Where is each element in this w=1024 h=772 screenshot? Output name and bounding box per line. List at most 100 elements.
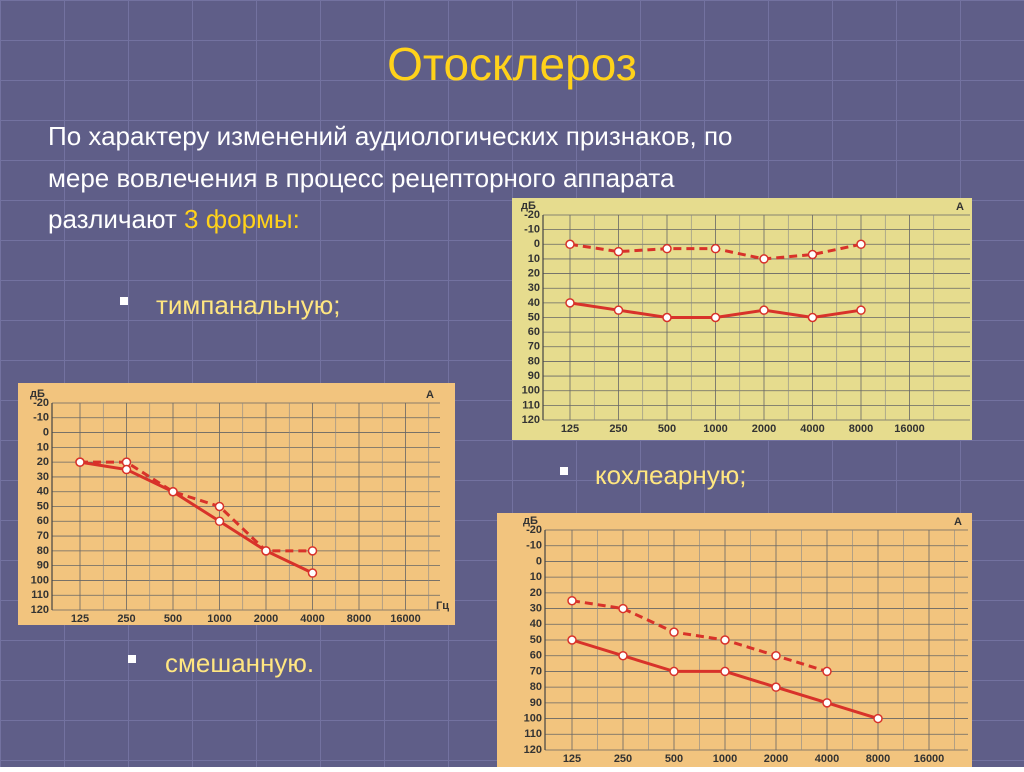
y-axis-label: дБ (523, 515, 538, 527)
data-point (759, 305, 769, 315)
x-tick-label: 500 (665, 753, 683, 765)
series-line (79, 460, 314, 575)
y-tick-label: -20 (524, 209, 540, 221)
y-tick-label: 0 (43, 426, 49, 438)
x-tick-label: 250 (614, 753, 632, 765)
y-tick-label: 80 (528, 355, 540, 367)
y-tick-label: 70 (528, 341, 540, 353)
x-tick-label: 4000 (815, 753, 839, 765)
y-tick-label: 100 (524, 712, 542, 724)
x-tick-label: 8000 (866, 753, 890, 765)
y-tick-label: -10 (33, 412, 49, 424)
data-point (822, 666, 832, 677)
data-point (669, 666, 679, 677)
x-tick-label: 2000 (752, 423, 776, 435)
y-tick-label: 70 (37, 530, 49, 542)
data-point (613, 305, 624, 315)
y-tick-label: 60 (530, 650, 542, 662)
x-tick-label: 16000 (894, 423, 925, 435)
data-point (618, 650, 628, 661)
data-point (565, 298, 575, 308)
data-point (307, 546, 318, 556)
data-point (618, 603, 628, 614)
data-point (75, 457, 85, 467)
y-tick-label: 60 (528, 326, 540, 338)
text-line: различают 3 формы: (48, 204, 300, 234)
y-tick-label: -20 (33, 397, 49, 409)
data-point (121, 464, 132, 475)
y-tick-label: 0 (534, 238, 540, 250)
data-point (710, 243, 721, 254)
x-axis-label: Гц (436, 600, 449, 612)
bullet-mark (128, 655, 136, 663)
data-point (214, 501, 225, 512)
x-tick-label: 4000 (800, 423, 824, 435)
y-tick-label: 30 (530, 602, 542, 614)
x-tick-label: 16000 (914, 753, 945, 765)
y-tick-label: 110 (31, 589, 49, 601)
corner-label: А (954, 516, 962, 528)
data-point (720, 666, 730, 677)
y-tick-label: 40 (528, 297, 540, 309)
data-point (771, 650, 781, 661)
x-tick-label: 8000 (347, 613, 371, 625)
y-tick-label: 10 (37, 441, 49, 453)
data-point (567, 635, 577, 645)
x-tick-label: 125 (71, 613, 89, 625)
slide-title: Отосклероз (387, 38, 637, 90)
y-tick-label: 0 (536, 555, 542, 567)
x-tick-label: 500 (658, 423, 676, 435)
y-tick-label: 80 (530, 681, 542, 693)
highlight: 3 формы: (184, 204, 300, 234)
data-point (720, 635, 730, 645)
y-tick-label: 50 (37, 500, 49, 512)
x-tick-label: 250 (117, 613, 135, 625)
y-tick-label: -10 (524, 224, 540, 236)
y-tick-label: -20 (526, 524, 542, 536)
data-point (261, 546, 271, 556)
y-tick-label: 60 (37, 515, 49, 527)
text-line: различают (48, 204, 177, 234)
y-tick-label: 120 (31, 604, 49, 616)
y-tick-label: 50 (528, 311, 540, 323)
data-point (613, 246, 624, 257)
chart-background (18, 383, 455, 625)
y-tick-label: 30 (37, 471, 49, 483)
x-tick-label: 250 (609, 423, 627, 435)
data-point (807, 312, 818, 323)
series-line (80, 460, 313, 553)
x-tick-label: 125 (563, 753, 581, 765)
data-point (807, 249, 818, 260)
data-point (214, 516, 225, 527)
y-axis-label: дБ (521, 200, 536, 212)
x-tick-label: 125 (561, 423, 579, 435)
data-point (662, 243, 672, 254)
y-tick-label: 40 (530, 618, 542, 630)
x-tick-label: 1000 (207, 613, 231, 625)
x-tick-label: 500 (164, 613, 182, 625)
data-point (307, 568, 318, 578)
corner-label: А (956, 201, 964, 213)
y-tick-label: 110 (524, 728, 542, 740)
data-point (771, 682, 781, 692)
data-point (759, 254, 769, 264)
bullet-mark (560, 467, 568, 475)
x-tick-label: 2000 (254, 613, 278, 625)
text-line: мере вовлечения в процесс рецепторного а… (48, 163, 675, 193)
y-tick-label: 90 (530, 697, 542, 709)
y-tick-label: 10 (528, 253, 540, 265)
data-point (822, 698, 832, 708)
y-tick-label: 120 (524, 744, 542, 756)
data-point (669, 627, 679, 637)
x-tick-label: 16000 (390, 613, 421, 625)
y-tick-label: 50 (530, 634, 542, 646)
y-tick-label: 90 (528, 370, 540, 382)
y-tick-label: 30 (528, 282, 540, 294)
data-point (662, 312, 672, 323)
bullet-mark (120, 297, 128, 305)
x-tick-label: 1000 (713, 753, 737, 765)
y-tick-label: 20 (37, 456, 49, 468)
data-point (856, 305, 866, 315)
y-tick-label: 90 (37, 560, 49, 572)
